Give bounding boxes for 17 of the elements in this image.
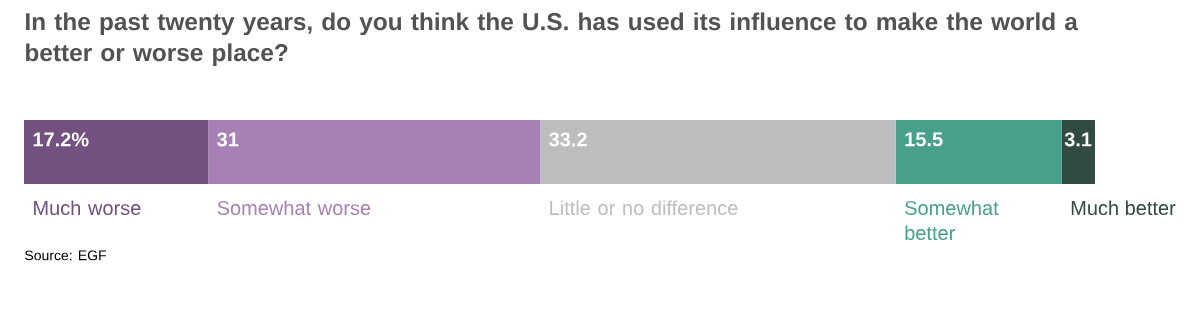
series-label: Somewhat worse	[217, 200, 371, 216]
bar	[208, 119, 541, 184]
data-label: 3.1	[1064, 132, 1092, 147]
data-label: 17.2%	[33, 132, 89, 147]
data-label: 15.5	[905, 132, 943, 147]
series-label: Somewhat better	[905, 200, 999, 241]
source-note: Source: EGF	[25, 250, 107, 261]
chart-title: In the past twenty years, do you think the U.S. has used its influence to make the world a better or worse place?	[26, 12, 1078, 67]
bar	[895, 119, 1062, 184]
bar	[1061, 119, 1095, 184]
data-label: 31	[217, 132, 239, 147]
data-label: 33.2	[549, 132, 587, 147]
series-label: Much worse	[34, 200, 141, 216]
series-label: Little or no difference	[550, 200, 738, 216]
bar	[24, 119, 209, 184]
series-label: Much better	[1071, 200, 1176, 216]
bar	[540, 119, 896, 184]
